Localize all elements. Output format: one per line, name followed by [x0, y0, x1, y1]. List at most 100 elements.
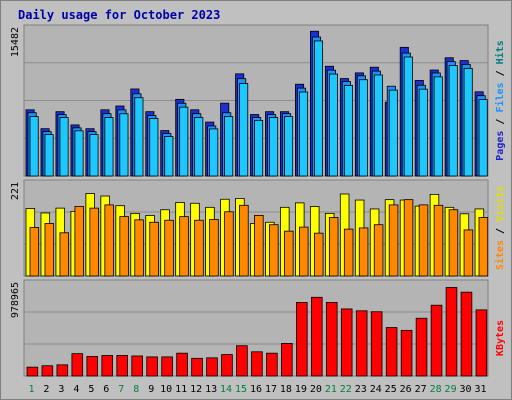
bar-kbytes	[400, 329, 413, 377]
bar-sites	[284, 230, 294, 277]
bar-pages	[403, 56, 413, 177]
y-axis-max-label: 221	[10, 182, 21, 200]
bar-pages	[29, 116, 39, 177]
x-tick-label: 29	[445, 384, 457, 395]
bar-kbytes	[191, 357, 203, 377]
bar-kbytes	[221, 354, 233, 377]
bar-pages	[104, 117, 114, 177]
legend-entry: Sites	[494, 240, 506, 270]
bar-sites	[388, 204, 399, 277]
bar-kbytes	[131, 355, 143, 377]
bar-pages	[74, 130, 84, 177]
bar-sites	[239, 204, 249, 277]
bar-pages	[254, 119, 264, 177]
x-tick-label: 30	[460, 384, 472, 395]
x-tick-label: 19	[295, 384, 307, 395]
legend-entry: Hits	[494, 40, 506, 64]
bar-pages	[343, 84, 353, 177]
bar-sites	[104, 204, 114, 277]
bar-sites	[299, 226, 309, 277]
bar-pages	[433, 76, 443, 177]
bar-sites	[224, 211, 234, 277]
bar-pages	[358, 79, 368, 177]
bar-pages	[224, 116, 234, 177]
bar-pages	[418, 88, 428, 177]
legend-entry: /	[495, 64, 506, 82]
bar-kbytes	[430, 304, 443, 377]
bar-kbytes	[101, 355, 114, 377]
bar-pages	[194, 117, 204, 177]
bar-kbytes	[161, 356, 173, 377]
bar-sites	[418, 204, 429, 277]
x-tick-label: 15	[235, 384, 247, 395]
x-tick-label: 7	[118, 384, 124, 395]
x-tick-label: 24	[370, 384, 382, 395]
bar-pages	[209, 128, 219, 177]
x-tick-label: 13	[205, 384, 217, 395]
bar-sites	[358, 227, 369, 277]
legend-entry: Pages	[495, 131, 506, 161]
bar-kbytes	[266, 352, 278, 377]
bar-pages	[119, 113, 129, 177]
bar-kbytes	[56, 364, 69, 377]
bar-sites	[448, 209, 459, 277]
x-tick-label: 2	[43, 384, 49, 395]
bar-pages	[313, 40, 324, 177]
bar-kbytes	[460, 291, 473, 377]
bar-sites	[119, 216, 129, 277]
bar-sites	[164, 219, 174, 277]
bar-kbytes	[41, 365, 54, 377]
x-tick-label: 4	[73, 384, 79, 395]
bar-kbytes	[176, 352, 188, 377]
bar-sites	[254, 215, 264, 277]
x-tick-label: 26	[400, 384, 412, 395]
bar-kbytes	[385, 327, 398, 377]
bar-kbytes	[251, 351, 263, 377]
y-axis-max-label: 15482	[10, 27, 21, 57]
bar-kbytes	[146, 356, 158, 377]
x-tick-label: 31	[474, 384, 486, 395]
bar-sites	[403, 199, 414, 277]
x-tick-label: 14	[220, 384, 232, 395]
bar-sites	[179, 216, 189, 277]
bar-pages	[463, 67, 473, 177]
x-tick-label: 6	[103, 384, 109, 395]
bar-pages	[239, 83, 249, 177]
bar-sites	[59, 232, 70, 277]
bar-pages	[179, 106, 189, 177]
bar-pages	[269, 117, 279, 177]
bar-sites	[313, 232, 324, 277]
bar-pages	[164, 136, 174, 177]
bar-pages	[373, 74, 383, 177]
x-tick-label: 3	[58, 384, 64, 395]
x-tick-label: 17	[265, 384, 277, 395]
legend-entry: /	[495, 113, 506, 131]
x-tick-label: 16	[250, 384, 262, 395]
bar-kbytes	[370, 311, 383, 377]
x-tick-label: 25	[385, 384, 397, 395]
legend-entry: KBytes	[495, 320, 506, 356]
bar-sites	[373, 224, 384, 277]
bar-kbytes	[116, 355, 128, 377]
bar-kbytes	[415, 317, 428, 377]
bar-pages	[478, 99, 488, 177]
bar-sites	[74, 206, 84, 277]
x-tick-label: 9	[148, 384, 154, 395]
bar-pages	[44, 134, 54, 177]
x-tick-label: 1	[28, 384, 34, 395]
bar-sites	[478, 217, 489, 277]
legend: Pages / Files / Hits	[494, 40, 506, 160]
legend-entry: Visits	[494, 186, 506, 222]
bar-kbytes	[340, 308, 353, 377]
bar-pages	[299, 91, 309, 177]
bar-kbytes	[296, 302, 308, 377]
bar-sites	[463, 229, 474, 277]
bar-kbytes	[445, 287, 458, 377]
x-tick-label: 21	[325, 384, 337, 395]
bar-sites	[209, 219, 219, 277]
bar-sites	[29, 227, 40, 277]
bar-kbytes	[281, 342, 293, 377]
bar-sites	[134, 219, 144, 277]
bar-kbytes	[206, 357, 218, 377]
